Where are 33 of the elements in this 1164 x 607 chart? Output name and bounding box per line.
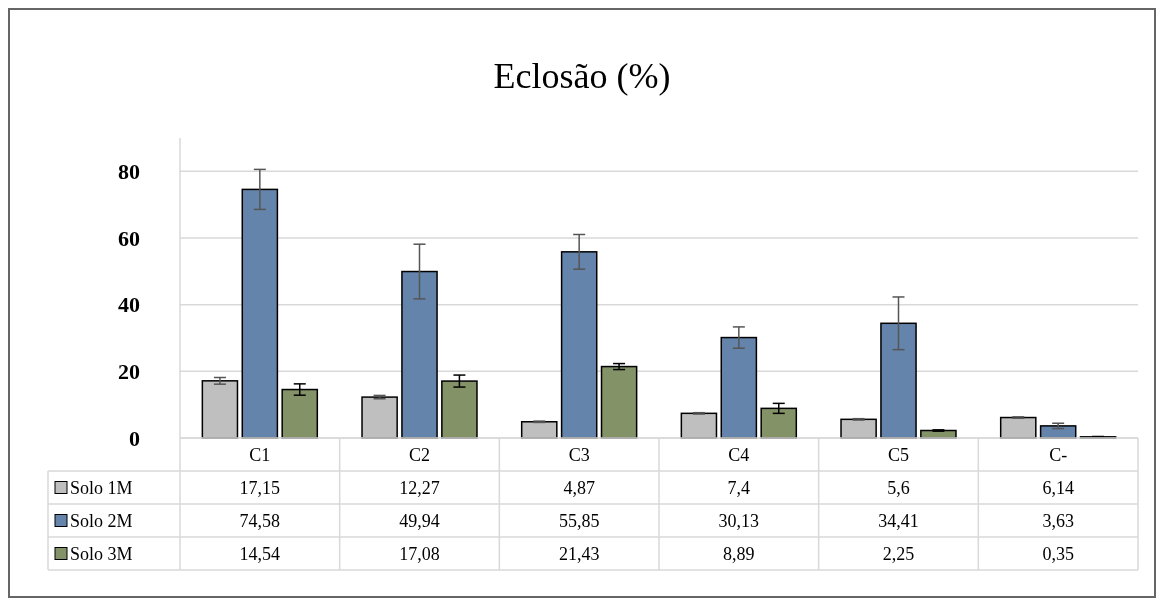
data-label: 0,35	[1042, 543, 1074, 564]
data-label: 12,27	[399, 477, 440, 498]
legend-label: Solo 1M	[70, 477, 133, 498]
y-tick-label: 80	[118, 159, 140, 185]
y-tick-label: 20	[118, 359, 140, 385]
y-tick-label: 40	[118, 292, 140, 318]
data-label: 34,41	[878, 510, 919, 531]
x-tick-label: C-	[1049, 444, 1068, 465]
data-label: 17,08	[399, 543, 440, 564]
x-tick-label: C3	[568, 444, 590, 465]
y-tick-label: 0	[129, 425, 140, 451]
data-label: 17,15	[239, 477, 281, 498]
x-tick-label: C4	[728, 444, 750, 465]
x-tick-label: C2	[408, 444, 431, 465]
y-tick-label: 60	[118, 225, 140, 251]
data-label: 21,43	[558, 543, 600, 564]
data-label: 49,94	[399, 510, 440, 531]
data-label: 74,58	[239, 510, 281, 531]
legend-label: Solo 3M	[70, 543, 133, 564]
data-label: 14,54	[239, 543, 281, 564]
x-tick-label: C5	[887, 444, 910, 465]
x-tick-label: C1	[249, 444, 271, 465]
data-label: 55,85	[558, 510, 600, 531]
data-label: 2,25	[882, 543, 915, 564]
data-label: 6,14	[1042, 477, 1074, 498]
data-label: 7,4	[727, 477, 751, 498]
data-label: 3,63	[1042, 510, 1074, 531]
data-label: 8,89	[723, 543, 755, 564]
chart-title: Eclosão (%)	[493, 56, 671, 96]
legend-label: Solo 2M	[70, 510, 133, 531]
data-label: 5,6	[887, 477, 910, 498]
data-label: 30,13	[718, 510, 760, 531]
data-label: 4,87	[563, 477, 595, 498]
